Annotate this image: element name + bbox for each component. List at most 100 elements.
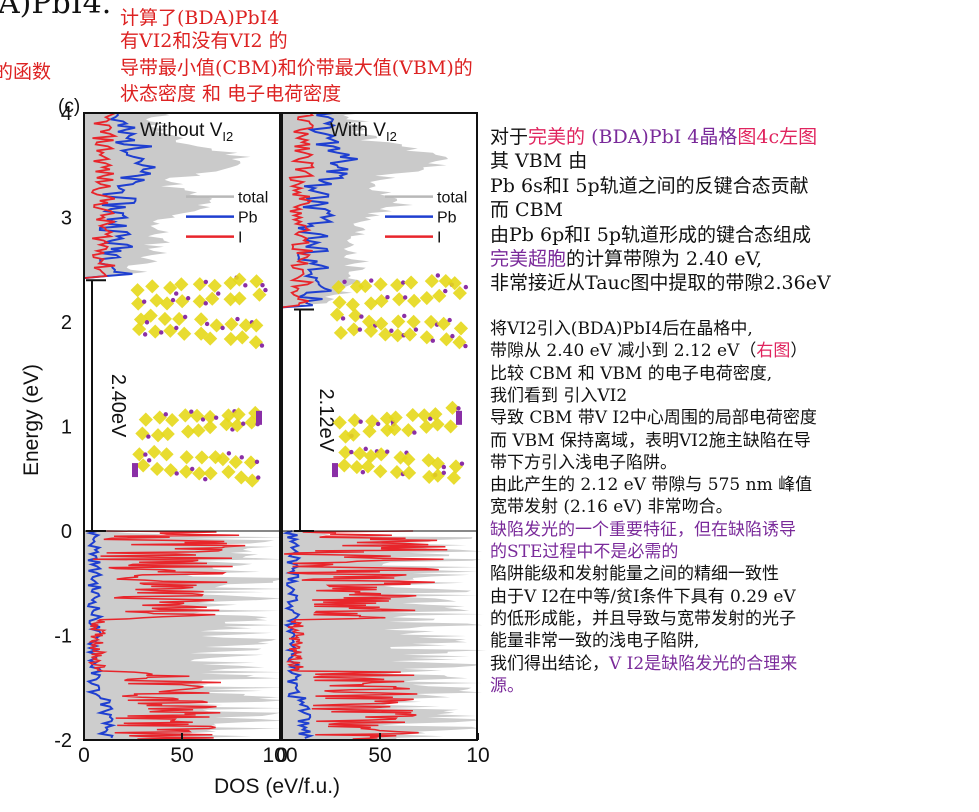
octahedron	[346, 427, 361, 442]
octahedron	[228, 455, 243, 470]
octahedron	[177, 326, 192, 341]
text-segment: 将VI2引入(BDA)PbI4后在晶格中,	[490, 319, 753, 339]
atom	[174, 325, 179, 331]
octahedron	[172, 311, 187, 327]
text-line: 能量非常一致的浅电子陷阱,	[490, 630, 699, 652]
octahedron	[163, 323, 178, 338]
octahedron	[209, 318, 224, 333]
y-tick-label: 1	[61, 417, 72, 439]
octahedron	[150, 461, 165, 477]
octahedron	[145, 279, 160, 294]
text-segment: 完美超胞	[490, 248, 567, 270]
total-dos-cb	[282, 113, 449, 308]
atom	[385, 295, 390, 300]
text-segment: 我们得出结论，	[490, 653, 609, 674]
atom	[159, 330, 164, 335]
octahedron	[331, 280, 346, 295]
x-tick-label: 0	[78, 744, 90, 767]
atom	[402, 295, 408, 300]
octahedron	[223, 331, 238, 347]
octahedron	[249, 318, 264, 333]
octahedron	[349, 460, 364, 475]
octahedron	[346, 322, 361, 337]
octahedron	[424, 274, 439, 289]
octahedron	[235, 330, 250, 345]
octahedron	[231, 407, 246, 422]
text-segment: 由此产生的 2.12 eV 带隙与 575 nm 峰值	[490, 475, 813, 496]
text-line: 由Pb 6p和I 5p轨道形成的键合态组成	[490, 223, 811, 247]
atom	[349, 449, 354, 455]
atom	[428, 416, 433, 421]
band-gap-label: 2.40eV	[107, 374, 129, 438]
text-line: 而 CBM	[490, 198, 563, 222]
octahedron	[404, 275, 419, 290]
text-line: 对于完美的 (BDA)PbI 4晶格图4c左图	[490, 125, 817, 149]
band-gap-label: 2.12eV	[315, 389, 337, 453]
text-line: 导致 CBM 带V I2中心周围的局部电荷密度	[490, 407, 817, 429]
text-segment: 宽带发射 (2.16 eV) 非常吻合。	[490, 497, 733, 518]
panel-title: Without VI2	[140, 120, 233, 144]
octahedron	[389, 465, 404, 480]
octahedron	[203, 420, 218, 435]
text-segment: V I2是缺陷发光的合理来	[609, 653, 798, 674]
octahedron	[401, 423, 416, 438]
panel-with-vi2: 2.12eV With VI2 total Pb I	[281, 112, 487, 741]
octahedron	[373, 277, 388, 292]
y-tick-label: 3	[61, 208, 72, 230]
atom	[143, 452, 148, 457]
octahedron	[453, 321, 469, 336]
atom	[375, 421, 381, 427]
octahedron	[136, 458, 151, 473]
octahedron	[373, 464, 388, 479]
octahedron	[352, 446, 367, 461]
atom	[189, 409, 194, 414]
panel-label: (c)	[58, 96, 80, 117]
text-line: 非常接近从Tauc图中提取的带隙2.36eV	[490, 271, 831, 295]
octahedron	[363, 449, 379, 464]
y-tick-label: -1	[54, 626, 72, 648]
atom	[259, 343, 265, 348]
total-dos-vb	[84, 531, 289, 740]
octahedron	[337, 458, 352, 473]
octahedron	[443, 419, 458, 434]
atom	[239, 455, 244, 460]
octahedron	[365, 414, 380, 429]
octahedron	[232, 291, 247, 306]
octahedron	[203, 331, 218, 346]
octahedron	[448, 459, 464, 474]
octahedron	[159, 296, 175, 311]
x-tick-label: 0	[276, 744, 288, 767]
text-segment: 而 CBM	[490, 199, 563, 222]
left-cut-note: 的函数	[0, 61, 52, 83]
octahedron	[215, 452, 230, 467]
octahedron	[159, 447, 174, 462]
octahedron	[347, 413, 362, 428]
text-line: Pb 6s和I 5p轨道之间的反键合态贡献	[490, 174, 809, 198]
atom	[132, 463, 138, 478]
text-line: 比较 CBM 和 VBM 的电子电荷密度,	[490, 363, 772, 385]
octahedron	[436, 316, 451, 331]
octahedron	[374, 316, 389, 331]
text-segment: Pb 6s和I 5p轨道之间的反键合态贡献	[490, 174, 809, 197]
octahedron	[147, 444, 162, 460]
octahedron	[401, 452, 416, 467]
atom	[254, 459, 260, 465]
octahedron	[390, 278, 405, 293]
atom	[256, 410, 262, 425]
atom	[435, 273, 441, 278]
octahedron	[252, 287, 267, 302]
x-tick-label: 100	[262, 744, 297, 767]
i-dos-cb	[281, 112, 316, 309]
text-segment: 我们看到 引入VI2	[490, 385, 628, 406]
atom	[456, 406, 461, 411]
octahedron	[358, 279, 373, 294]
legend-label: Pb	[437, 210, 457, 227]
atom	[450, 333, 455, 339]
octahedron	[157, 311, 173, 326]
text-segment: 对于	[490, 126, 529, 148]
note-line: 有VI2和没有VI2 的	[120, 30, 288, 52]
atom	[203, 476, 208, 482]
octahedron	[130, 283, 145, 298]
atom	[413, 327, 419, 332]
atom	[243, 283, 248, 288]
